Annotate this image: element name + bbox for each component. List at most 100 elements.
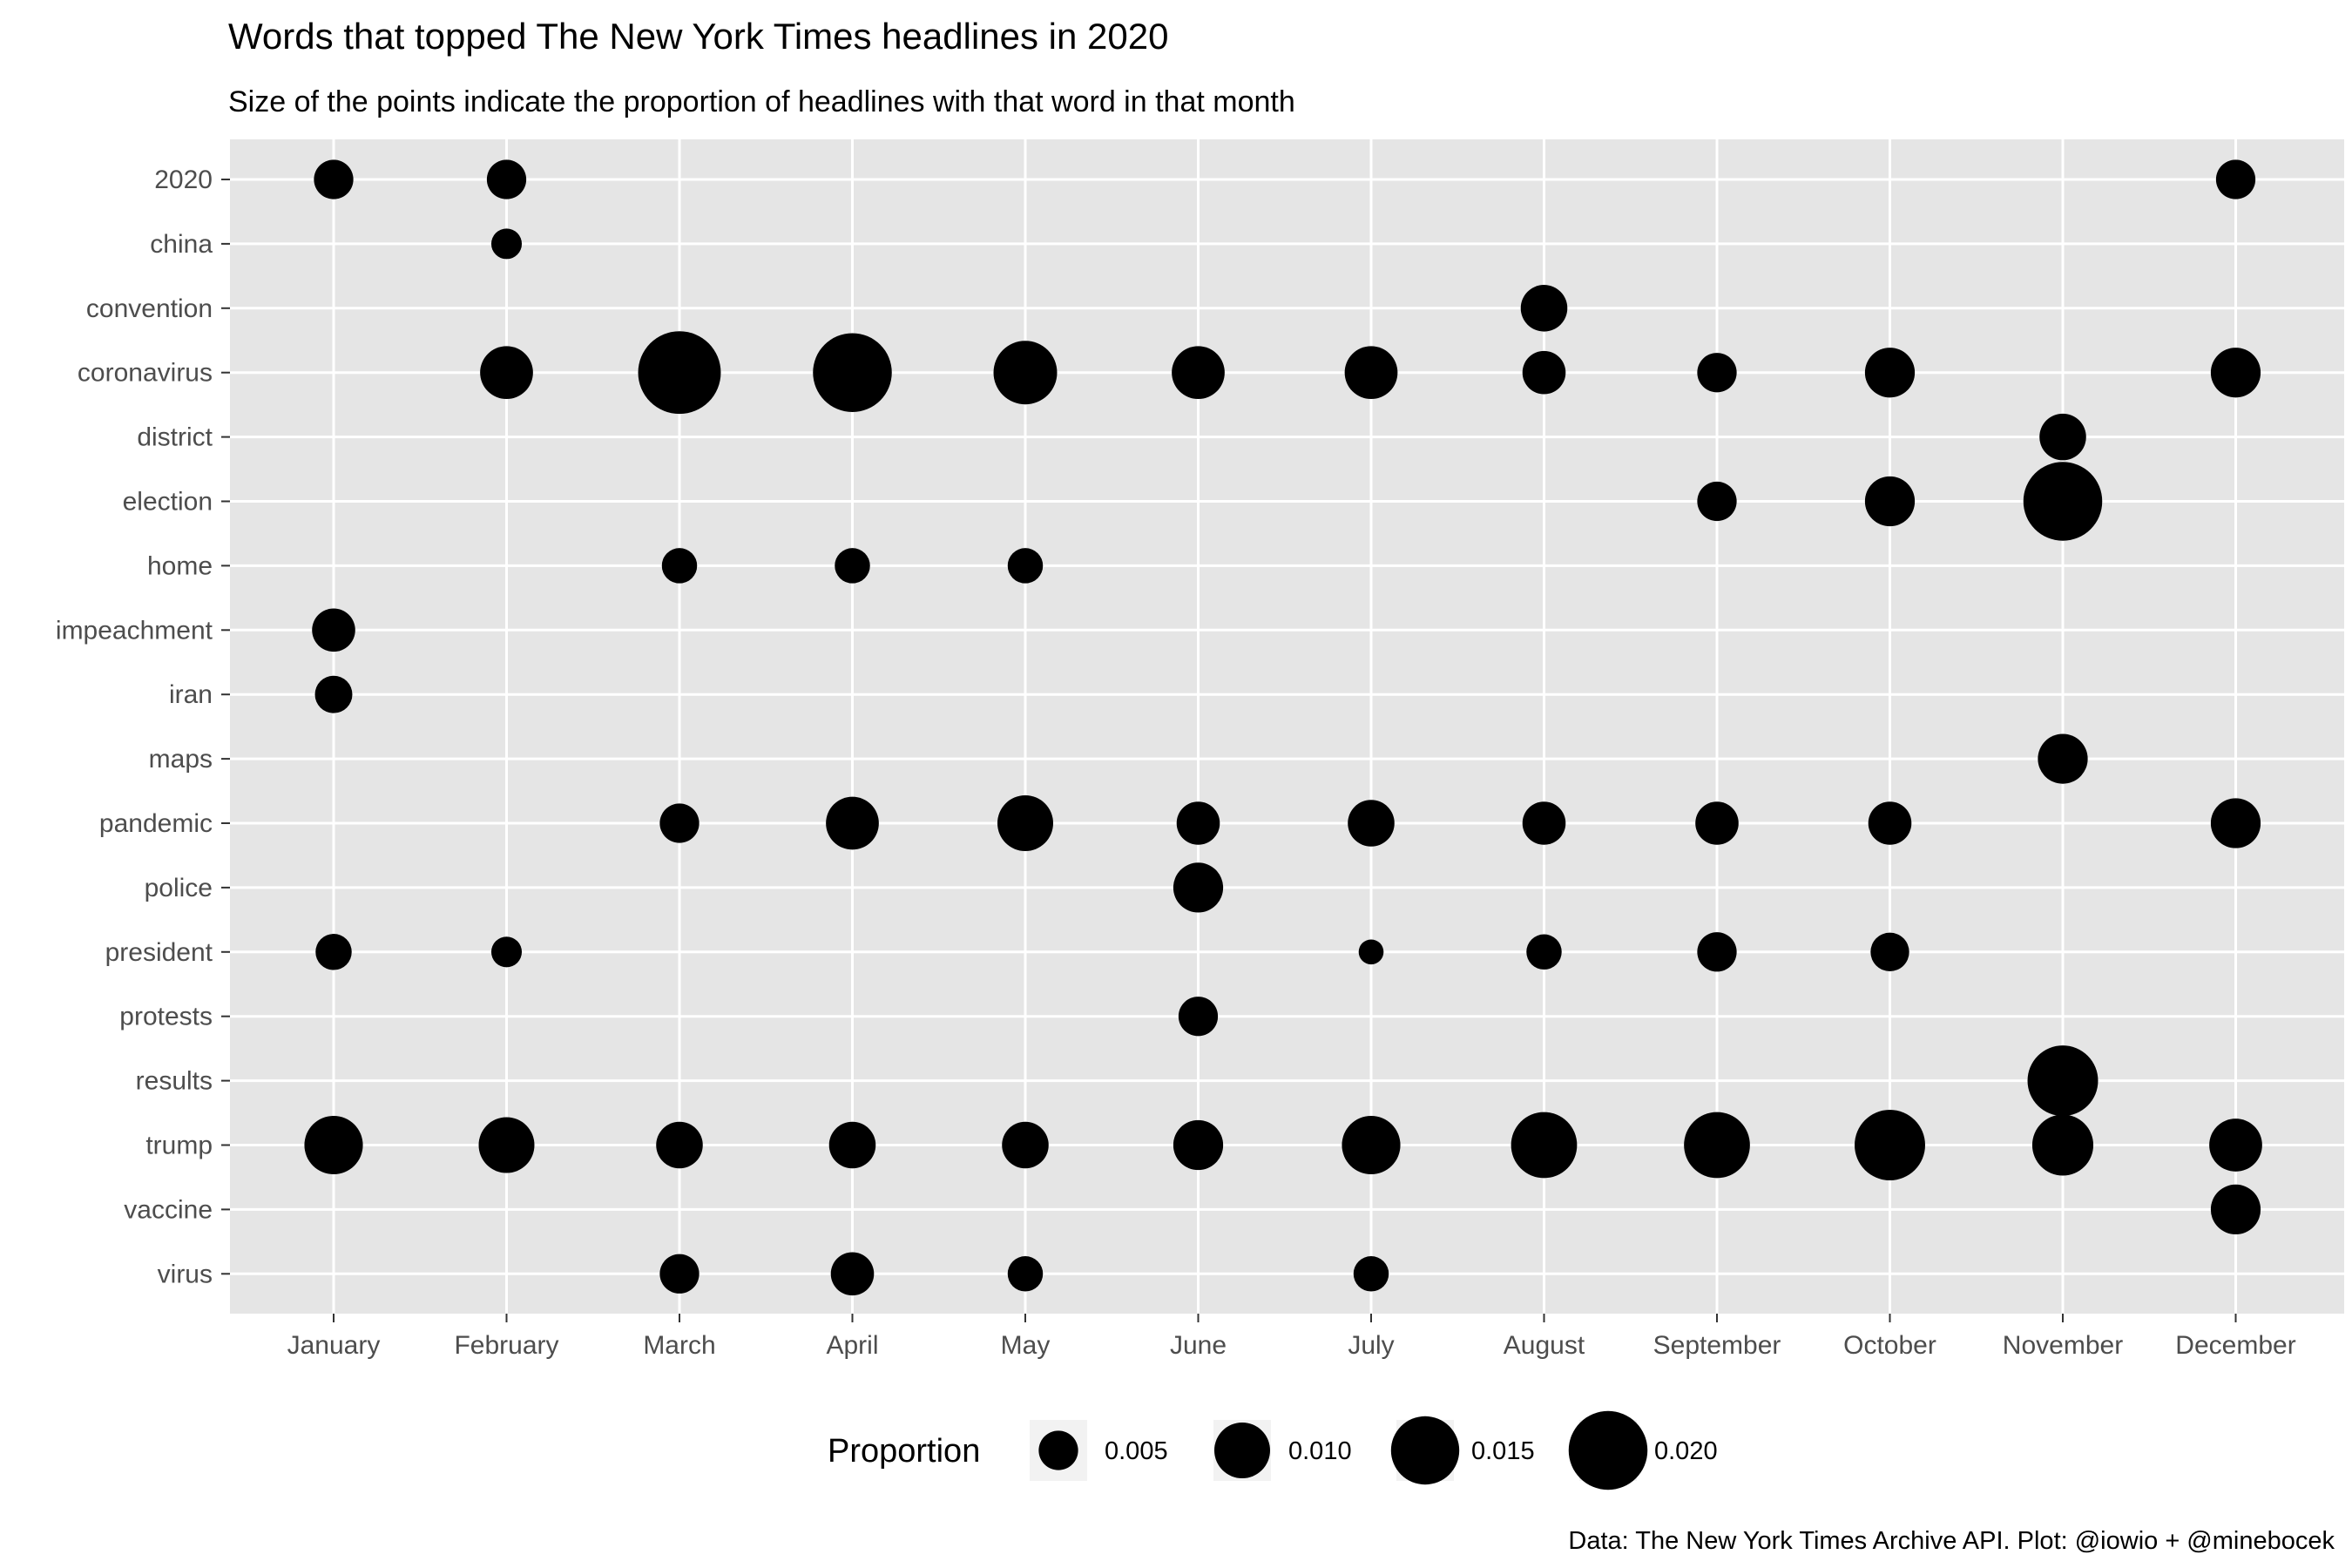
point-trump-may xyxy=(1002,1121,1049,1169)
point-election-october xyxy=(1864,476,1916,527)
point-election-november xyxy=(2023,462,2103,541)
y-tick-label-8: iran xyxy=(169,680,213,709)
x-tick-label-5: June xyxy=(1170,1331,1227,1360)
point-convention-august xyxy=(1520,285,1568,332)
point-pandemic-may xyxy=(997,795,1053,851)
point-pandemic-september xyxy=(1695,801,1739,845)
point-president-january xyxy=(315,934,352,970)
y-tick-label-2: convention xyxy=(86,294,213,323)
point-pandemic-april xyxy=(826,796,879,850)
point-china-february xyxy=(490,228,523,260)
y-tick-label-10: pandemic xyxy=(99,809,213,838)
legend: Proportion 0.005 0.010 0.015 0.020 xyxy=(828,1410,1718,1490)
y-tick-label-5: election xyxy=(123,488,213,517)
chart-title: Words that topped The New York Times hea… xyxy=(228,16,1168,57)
y-tick-label-11: police xyxy=(145,874,213,902)
point-coronavirus-september xyxy=(1697,353,1737,393)
legend-symbol-2 xyxy=(1390,1416,1460,1485)
point-trump-july xyxy=(1342,1115,1401,1175)
point-pandemic-july xyxy=(1348,800,1395,847)
y-tick-label-17: virus xyxy=(158,1260,213,1288)
point-trump-february xyxy=(478,1117,535,1173)
x-tick-label-9: October xyxy=(1843,1331,1936,1360)
point-maps-november xyxy=(2038,733,2088,784)
x-axis: January February March April May June July Augu… xyxy=(287,1314,2296,1360)
y-tick-label-6: home xyxy=(147,551,213,580)
point-pandemic-october xyxy=(1868,801,1912,845)
point-2020-january xyxy=(314,159,354,199)
point-vaccine-december xyxy=(2210,1184,2261,1235)
point-election-september xyxy=(1697,481,1737,522)
y-tick-label-4: district xyxy=(137,423,213,452)
y-tick-label-15: trump xyxy=(145,1132,213,1160)
point-trump-april xyxy=(828,1121,876,1169)
plot-panel xyxy=(230,139,2344,1314)
point-coronavirus-october xyxy=(1864,348,1916,398)
point-police-june xyxy=(1173,862,1224,913)
y-tick-label-14: results xyxy=(136,1067,213,1096)
y-tick-label-16: vaccine xyxy=(124,1195,213,1224)
point-virus-april xyxy=(830,1252,875,1296)
point-trump-september xyxy=(1684,1112,1750,1179)
point-virus-july xyxy=(1353,1256,1389,1292)
x-tick-label-11: December xyxy=(2175,1331,2295,1360)
point-president-july xyxy=(1358,939,1384,965)
legend-label-3: 0.020 xyxy=(1654,1437,1718,1465)
point-district-november xyxy=(2039,413,2086,461)
y-tick-label-9: maps xyxy=(149,745,213,774)
point-trump-june xyxy=(1173,1119,1224,1171)
chart-subtitle: Size of the points indicate the proporti… xyxy=(228,85,1295,118)
legend-label-0: 0.005 xyxy=(1105,1437,1168,1465)
x-tick-label-0: January xyxy=(287,1331,381,1360)
point-protests-june xyxy=(1178,997,1219,1037)
legend-symbol-1 xyxy=(1214,1423,1270,1478)
point-coronavirus-february xyxy=(480,346,533,400)
point-2020-december xyxy=(2215,159,2256,199)
point-trump-march xyxy=(656,1121,703,1169)
x-tick-label-8: September xyxy=(1653,1331,1781,1360)
point-impeachment-january xyxy=(312,608,355,652)
x-tick-label-4: May xyxy=(1001,1331,1051,1360)
point-iran-january xyxy=(314,675,353,713)
point-trump-december xyxy=(2209,1119,2262,1172)
x-tick-label-1: February xyxy=(454,1331,558,1360)
grid-lines xyxy=(230,139,2344,1314)
point-trump-october xyxy=(1855,1110,1925,1180)
point-coronavirus-may xyxy=(993,341,1058,405)
point-pandemic-march xyxy=(659,803,700,843)
point-pandemic-december xyxy=(2210,798,2261,848)
x-tick-label-7: August xyxy=(1504,1331,1585,1360)
point-trump-august xyxy=(1511,1112,1578,1179)
x-tick-label-10: November xyxy=(2003,1331,2123,1360)
point-2020-february xyxy=(486,159,527,199)
point-coronavirus-june xyxy=(1172,346,1225,400)
legend-symbol-3 xyxy=(1568,1410,1648,1490)
legend-label-2: 0.015 xyxy=(1471,1437,1535,1465)
x-tick-label-2: March xyxy=(643,1331,715,1360)
x-tick-label-3: April xyxy=(826,1331,878,1360)
y-tick-label-12: president xyxy=(105,938,213,967)
y-tick-label-13: protests xyxy=(119,1003,213,1031)
x-tick-label-6: July xyxy=(1348,1331,1394,1360)
y-tick-label-7: impeachment xyxy=(56,616,213,645)
point-virus-march xyxy=(659,1254,700,1294)
point-president-october xyxy=(1870,932,1909,971)
point-coronavirus-march xyxy=(638,331,721,415)
point-coronavirus-august xyxy=(1522,350,1566,395)
point-president-february xyxy=(490,936,523,968)
point-coronavirus-december xyxy=(2210,348,2261,398)
chart-caption: Data: The New York Times Archive API. Pl… xyxy=(1568,1527,2335,1555)
point-results-november xyxy=(2027,1045,2099,1117)
point-home-march xyxy=(661,548,698,584)
point-president-september xyxy=(1697,932,1737,972)
point-trump-november xyxy=(2031,1114,2094,1176)
point-coronavirus-april xyxy=(813,333,892,412)
y-tick-label-0: 2020 xyxy=(154,166,213,194)
point-home-may xyxy=(1007,548,1044,584)
point-pandemic-august xyxy=(1522,801,1566,845)
legend-symbol-0 xyxy=(1038,1430,1078,1470)
point-president-august xyxy=(1526,934,1562,970)
point-pandemic-june xyxy=(1176,801,1220,845)
point-home-april xyxy=(835,548,870,584)
